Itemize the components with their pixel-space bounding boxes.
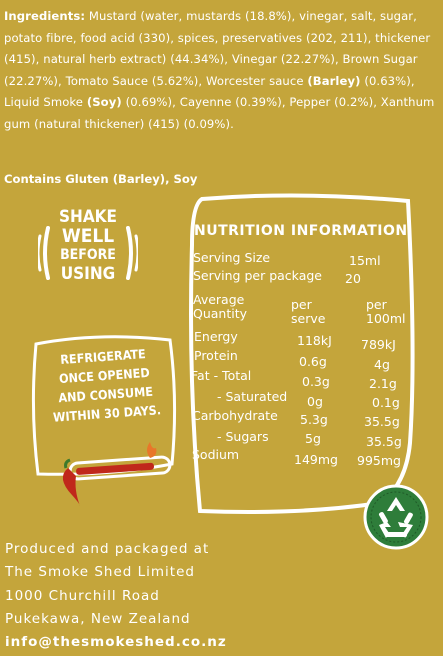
servings-value: 20 bbox=[345, 271, 361, 286]
thermometer-chilli-icon bbox=[31, 335, 177, 506]
servings-label: Serving per package bbox=[193, 268, 322, 283]
shake-arcs-icon bbox=[38, 226, 138, 280]
row-100-sodium: 995mg bbox=[357, 453, 401, 468]
shake-line-1: SHAKE bbox=[59, 207, 117, 227]
refrigerate-notice: REFRIGERATE ONCE OPENED AND CONSUME WITH… bbox=[30, 330, 180, 510]
ingredients-label: Ingredients: bbox=[4, 9, 86, 23]
row-100-carbohydrate: 35.5g bbox=[364, 414, 400, 429]
row-serve-saturated: 0g bbox=[307, 394, 323, 409]
shake-line-2: WELL bbox=[61, 225, 115, 247]
row-label-protein: Protein bbox=[194, 348, 238, 363]
ingredients-text-1: Mustard (water, mustards (18.8%), vinega… bbox=[4, 9, 431, 88]
row-100-protein: 4g bbox=[374, 357, 390, 372]
ingredients-text-3: (0.69%), Cayenne (0.39%), Pepper (0.2%),… bbox=[4, 95, 435, 131]
shake-well-text: SHAKE WELL BEFORE USING bbox=[38, 208, 138, 284]
row-100-saturated: 0.1g bbox=[372, 395, 400, 410]
row-serve-sodium: 149mg bbox=[294, 452, 338, 467]
producer-address: Produced and packaged at The Smoke Shed … bbox=[5, 538, 227, 654]
shake-line-3: BEFORE bbox=[60, 247, 116, 263]
shake-line-4: USING bbox=[60, 264, 116, 284]
row-serve-protein: 0.6g bbox=[299, 354, 327, 369]
nutrition-title: NUTRITION INFORMATION bbox=[194, 223, 408, 239]
row-100-fat: 2.1g bbox=[369, 376, 397, 391]
per-serve-1: per bbox=[291, 297, 312, 312]
row-label-carbohydrate: Carbohydrate bbox=[192, 408, 278, 423]
row-100-sugars: 35.5g bbox=[366, 434, 402, 449]
footer-line-1: Produced and packaged at bbox=[5, 541, 210, 557]
allergen-statement: Contains Gluten (Barley), Soy bbox=[4, 172, 198, 186]
row-serve-carbohydrate: 5.3g bbox=[300, 412, 328, 427]
row-100-energy: 789kJ bbox=[361, 337, 396, 352]
footer-line-2: The Smoke Shed Limited bbox=[5, 564, 195, 581]
avg-quantity-1: Average bbox=[193, 292, 245, 307]
row-label-fat: Fat - Total bbox=[191, 368, 252, 383]
per-serve-2: serve bbox=[291, 311, 326, 326]
row-label-sugars: - Sugars bbox=[217, 429, 269, 444]
avg-quantity-2: Quantity bbox=[193, 306, 248, 321]
row-serve-fat: 0.3g bbox=[302, 374, 330, 389]
row-label-sodium: Sodium bbox=[192, 447, 240, 462]
row-label-saturated: - Saturated bbox=[217, 389, 288, 404]
contact-email[interactable]: info@thesmokeshed.co.nz bbox=[5, 634, 227, 651]
serving-size-label: Serving Size bbox=[193, 250, 271, 265]
recycle-icon bbox=[363, 484, 429, 550]
serving-size-value: 15ml bbox=[349, 253, 381, 268]
per-100-1: per bbox=[366, 297, 387, 312]
row-label-energy: Energy bbox=[194, 329, 238, 344]
refrigerate-text: REFRIGERATE ONCE OPENED AND CONSUME WITH… bbox=[40, 343, 171, 428]
row-serve-sugars: 5g bbox=[305, 431, 321, 446]
footer-line-4: Pukekawa, New Zealand bbox=[5, 610, 191, 627]
ingredients-paragraph: Ingredients: Mustard (water, mustards (1… bbox=[4, 6, 440, 136]
allergen-barley: (Barley) bbox=[307, 73, 361, 88]
ingredients-text-2: (0.63%), Liquid Smoke bbox=[4, 73, 415, 110]
row-serve-energy: 118kJ bbox=[297, 333, 332, 348]
per-100-2: 100ml bbox=[366, 311, 406, 326]
footer-line-3: 1000 Churchill Road bbox=[5, 587, 160, 604]
allergen-soy: (Soy) bbox=[86, 95, 122, 110]
shake-well-stamp: SHAKE WELL BEFORE USING bbox=[38, 208, 138, 298]
